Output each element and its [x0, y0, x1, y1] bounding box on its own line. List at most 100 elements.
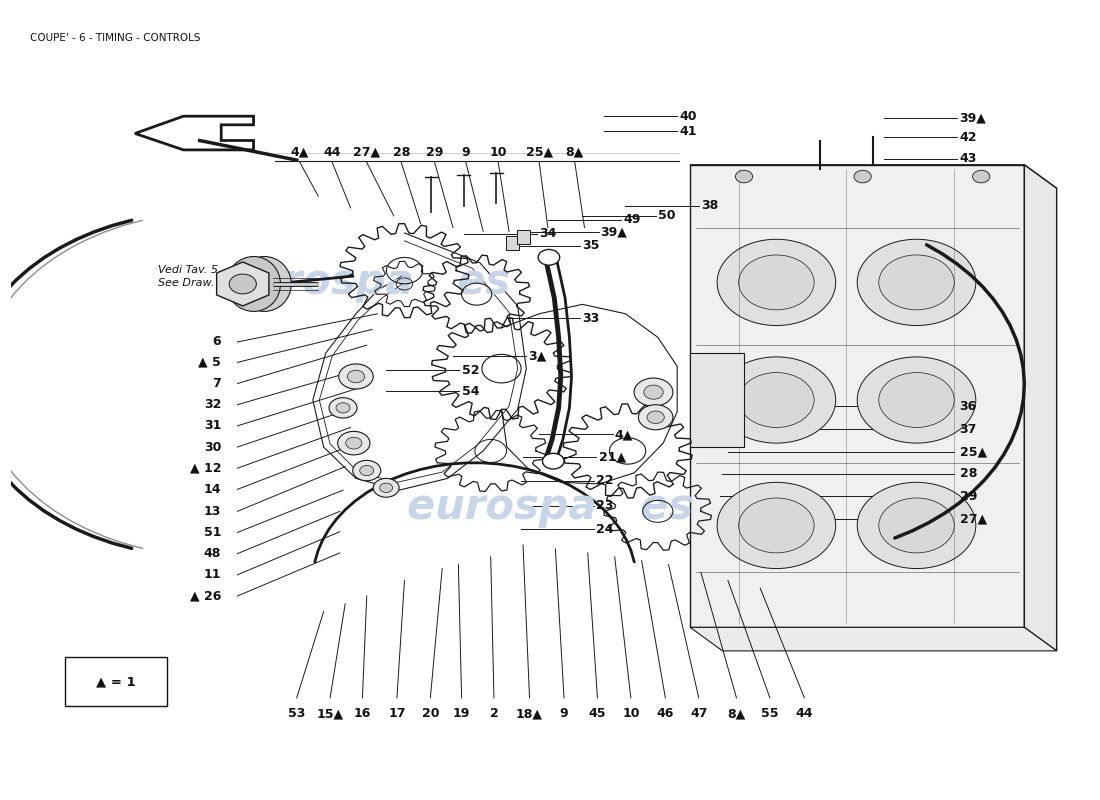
Text: 25▲: 25▲ [526, 146, 553, 158]
Text: 4▲: 4▲ [290, 146, 309, 158]
Circle shape [345, 438, 362, 449]
Text: 13: 13 [204, 505, 221, 518]
Circle shape [538, 250, 560, 265]
Text: 28: 28 [959, 467, 977, 480]
Text: 52: 52 [462, 364, 480, 377]
Circle shape [972, 170, 990, 183]
Text: 29: 29 [426, 146, 443, 158]
Circle shape [360, 466, 374, 476]
Text: 31: 31 [204, 419, 221, 432]
Circle shape [857, 482, 976, 569]
Text: 7: 7 [212, 377, 221, 390]
Text: 16: 16 [354, 707, 371, 720]
Text: 53: 53 [288, 707, 306, 720]
Ellipse shape [227, 257, 280, 311]
Circle shape [229, 274, 256, 294]
Circle shape [736, 170, 752, 183]
Text: 8▲: 8▲ [565, 146, 584, 158]
Text: 50: 50 [658, 210, 675, 222]
FancyBboxPatch shape [517, 230, 529, 244]
Circle shape [338, 431, 370, 455]
Text: 8▲: 8▲ [727, 707, 746, 720]
Text: 4▲: 4▲ [615, 428, 634, 441]
Text: ▲ 5: ▲ 5 [198, 356, 221, 369]
Text: 48: 48 [204, 547, 221, 560]
Text: ▲ 26: ▲ 26 [190, 590, 221, 602]
Circle shape [717, 239, 836, 326]
Circle shape [336, 402, 350, 413]
Text: 35: 35 [582, 239, 600, 252]
Text: 20: 20 [421, 707, 439, 720]
Circle shape [857, 239, 976, 326]
Text: 54: 54 [462, 385, 480, 398]
Text: 30: 30 [204, 441, 221, 454]
Text: Vedi Tav. 5
See Draw. 5: Vedi Tav. 5 See Draw. 5 [157, 265, 224, 288]
Circle shape [638, 405, 673, 430]
Text: 9: 9 [462, 146, 470, 158]
Polygon shape [1024, 165, 1057, 651]
Text: 27▲: 27▲ [959, 513, 987, 526]
Text: 43: 43 [959, 152, 977, 165]
Text: 23: 23 [596, 499, 614, 512]
Text: 28: 28 [393, 146, 410, 158]
Text: 10: 10 [623, 707, 639, 720]
Polygon shape [690, 627, 1057, 651]
Circle shape [717, 357, 836, 443]
Text: 6: 6 [212, 335, 221, 349]
Text: 38: 38 [701, 199, 718, 212]
Circle shape [329, 398, 358, 418]
Text: 46: 46 [657, 707, 674, 720]
Text: 39▲: 39▲ [601, 226, 627, 238]
Text: 42: 42 [959, 131, 977, 144]
Text: 25▲: 25▲ [959, 446, 987, 458]
Text: 18▲: 18▲ [516, 707, 543, 720]
Text: eurospa   es: eurospa es [407, 486, 693, 529]
Text: 44: 44 [795, 707, 813, 720]
Text: 34: 34 [539, 227, 557, 240]
Text: 51: 51 [204, 526, 221, 539]
Circle shape [879, 498, 955, 553]
Text: 41: 41 [680, 125, 697, 138]
Text: 11: 11 [204, 568, 221, 582]
Text: 22: 22 [596, 474, 614, 487]
Text: 36: 36 [959, 400, 977, 413]
Polygon shape [690, 353, 744, 447]
Text: 2: 2 [490, 707, 498, 720]
Circle shape [339, 364, 373, 389]
Circle shape [879, 373, 955, 427]
FancyBboxPatch shape [506, 236, 519, 250]
Text: 27▲: 27▲ [353, 146, 381, 158]
Circle shape [379, 483, 393, 493]
Circle shape [717, 482, 836, 569]
Circle shape [644, 385, 663, 399]
Text: 44: 44 [323, 146, 341, 158]
Text: 40: 40 [680, 110, 697, 122]
Text: 14: 14 [204, 483, 221, 496]
Circle shape [373, 478, 399, 498]
Polygon shape [217, 262, 268, 306]
Polygon shape [690, 165, 1057, 188]
Text: 49: 49 [624, 213, 640, 226]
Text: 19: 19 [453, 707, 471, 720]
Text: 10: 10 [490, 146, 507, 158]
Text: 37: 37 [959, 422, 977, 435]
Circle shape [739, 373, 814, 427]
Text: 32: 32 [204, 398, 221, 411]
Circle shape [634, 378, 673, 406]
Polygon shape [135, 116, 253, 150]
Text: 17: 17 [388, 707, 406, 720]
Circle shape [348, 370, 364, 382]
Text: eurospa   es: eurospa es [223, 262, 509, 303]
Text: 39▲: 39▲ [959, 111, 987, 124]
Text: 29: 29 [959, 490, 977, 503]
Text: 21▲: 21▲ [598, 450, 626, 464]
Text: 55: 55 [761, 707, 779, 720]
Text: ▲ 12: ▲ 12 [189, 462, 221, 474]
Circle shape [857, 357, 976, 443]
Text: 24: 24 [596, 523, 614, 536]
Circle shape [879, 255, 955, 310]
Text: COUPE' - 6 - TIMING - CONTROLS: COUPE' - 6 - TIMING - CONTROLS [31, 33, 201, 43]
Text: 9: 9 [560, 707, 569, 720]
Ellipse shape [238, 257, 292, 311]
Polygon shape [690, 165, 1024, 627]
